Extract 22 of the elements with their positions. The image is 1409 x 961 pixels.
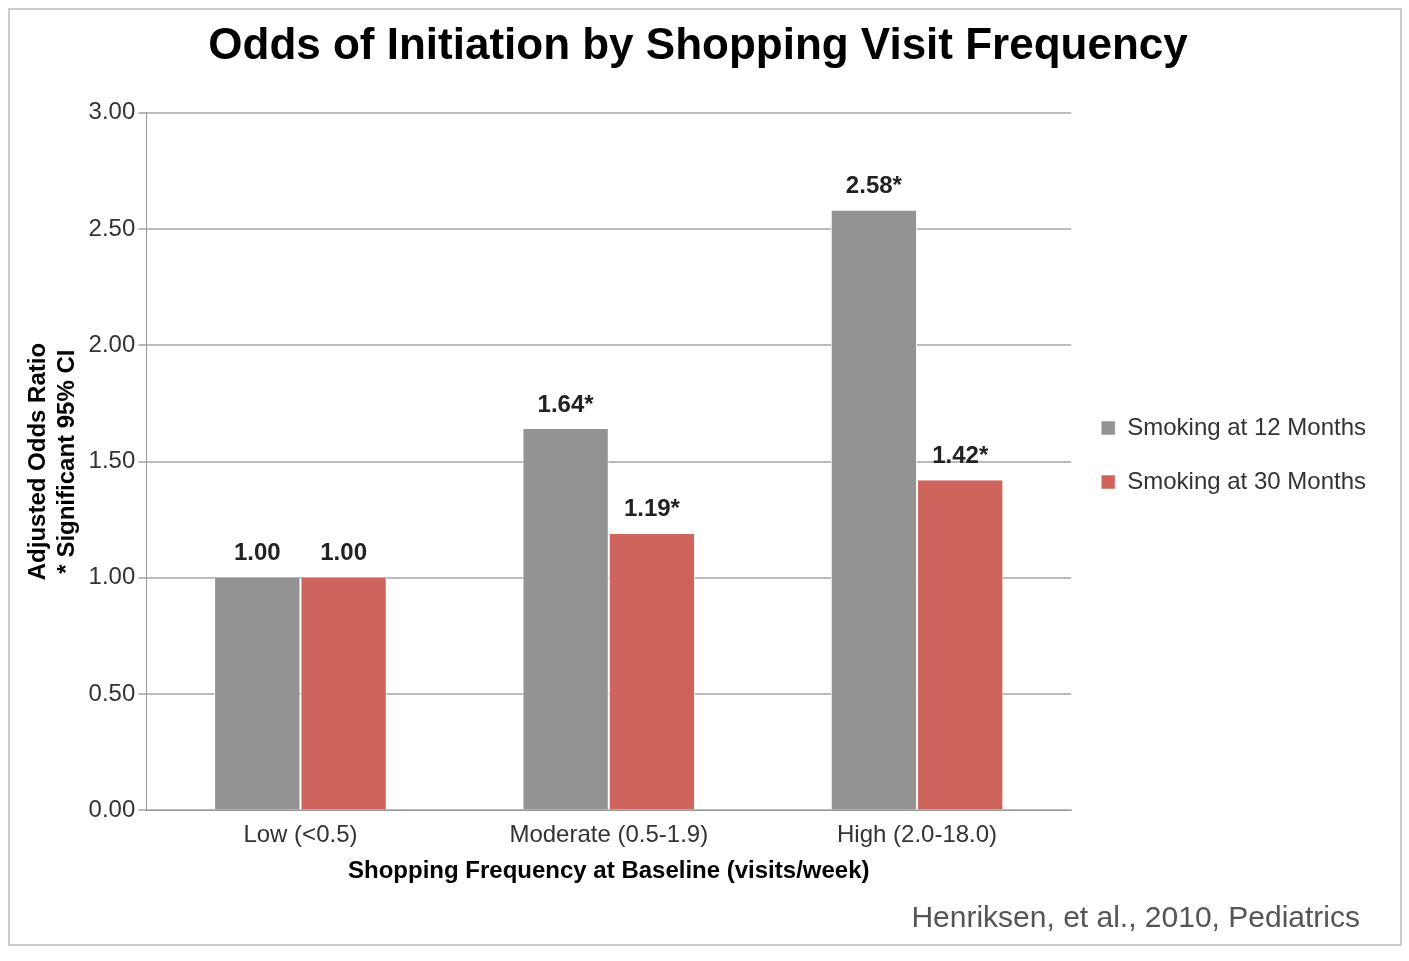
y-tick-label: 1.00 <box>88 562 136 590</box>
data-label: 1.00 <box>233 538 281 566</box>
y-tick-label: 2.00 <box>88 329 136 357</box>
data-label: 1.19* <box>623 494 681 522</box>
x-tick-label: Low (<0.5) <box>243 820 358 848</box>
y-tick-label: 3.00 <box>88 97 136 125</box>
data-label: 1.00 <box>320 538 367 566</box>
y-tick-label: 0.50 <box>88 678 136 706</box>
x-tick-label: High (2.0-18.0) <box>837 820 998 848</box>
y-tick-label: 1.50 <box>88 446 136 474</box>
chart-title: Odds of Initiation by Shopping Visit Frequency <box>208 18 1189 68</box>
legend-label: Smoking at 12 Months <box>1127 412 1366 440</box>
x-axis-title: Shopping Frequency at Baseline (visits/week) <box>348 856 870 884</box>
y-tick-label: 0.00 <box>88 795 136 823</box>
legend-label: Smoking at 30 Months <box>1127 466 1366 494</box>
data-label: 1.64* <box>537 389 595 417</box>
y-axis-title: Adjusted Odds Ratio * Significant 95% CI <box>23 342 79 581</box>
y-tick-label: 2.50 <box>88 213 136 241</box>
text: Henriksen, et al., 2010, Pediatrics <box>910 900 1361 935</box>
x-tick-label: Moderate (0.5-1.9) <box>509 820 709 848</box>
data-label: 2.58* <box>845 171 903 199</box>
data-label: 1.42* <box>932 440 989 468</box>
